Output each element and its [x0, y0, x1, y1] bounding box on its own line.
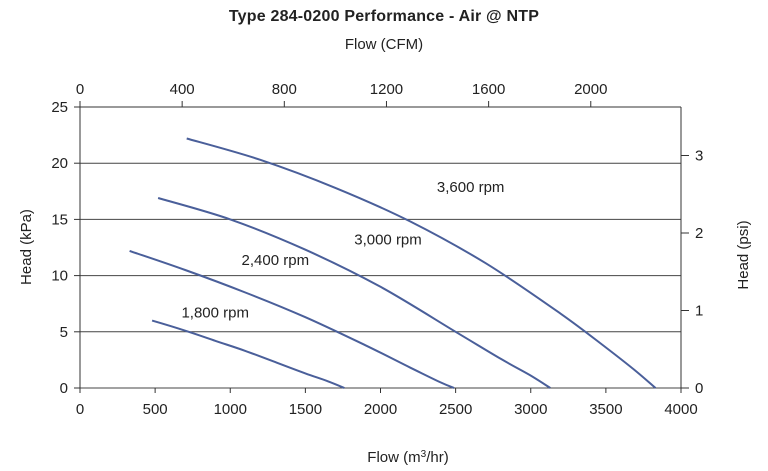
y-tick-label: 10	[51, 268, 68, 285]
right-tick-label: 1	[695, 303, 703, 320]
curve-label: 3,600 rpm	[437, 179, 505, 196]
series-line-3600-rpm	[186, 137, 657, 389]
x-tick-label: 0	[76, 401, 84, 418]
x-tick-label: 4000	[664, 401, 697, 418]
x-tick-label: 1500	[289, 401, 322, 418]
y-tick-label: 0	[60, 380, 68, 397]
y-tick-label: 15	[51, 211, 68, 228]
x-tick-label: 2000	[364, 401, 397, 418]
y-axis-label: Head (kPa)	[18, 209, 35, 285]
x-tick-label: 2500	[439, 401, 472, 418]
top-tick-label: 2000	[574, 81, 607, 98]
top-tick-label: 0	[76, 81, 84, 98]
series-line-1800-rpm	[151, 319, 345, 389]
series-line-2400-rpm	[129, 249, 455, 389]
y-tick-label: 25	[51, 99, 68, 116]
top-tick-label: 800	[272, 81, 297, 98]
top-axis-label: Flow (CFM)	[344, 36, 424, 53]
chart-title: Type 284-0200 Performance - Air @ NTP	[228, 8, 540, 25]
x-tick-label: 500	[143, 401, 168, 418]
curve-label: 3,000 rpm	[354, 232, 422, 249]
curve-label: 2,400 rpm	[242, 252, 310, 269]
series-layer	[129, 137, 657, 389]
y-tick-label: 5	[60, 324, 68, 341]
right-tick-label: 2	[695, 225, 703, 242]
top-tick-label: 1600	[472, 81, 505, 98]
curve-label: 1,800 rpm	[181, 305, 249, 322]
x-axis-label: Flow (m3/hr)	[367, 449, 448, 467]
top-tick-label: 1200	[370, 81, 403, 98]
x-tick-label: 3000	[514, 401, 547, 418]
y-tick-label: 20	[51, 155, 68, 172]
top-tick-label: 400	[170, 81, 195, 98]
right-tick-label: 0	[695, 380, 703, 397]
series-line-3000-rpm	[157, 197, 551, 389]
right-axis-label: Head (psi)	[735, 220, 752, 289]
right-tick-label: 3	[695, 148, 703, 165]
x-tick-label: 1000	[214, 401, 247, 418]
label-layer: 1,800 rpm 2,400 rpm 3,000 rpm 3,600 rpm	[181, 179, 504, 322]
x-tick-label: 3500	[589, 401, 622, 418]
